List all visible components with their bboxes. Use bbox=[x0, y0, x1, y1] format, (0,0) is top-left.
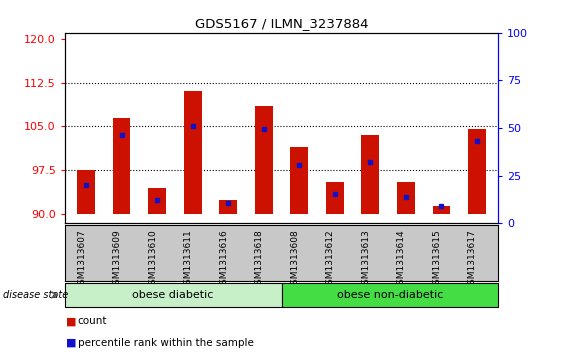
Text: ■: ■ bbox=[66, 316, 77, 326]
Text: percentile rank within the sample: percentile rank within the sample bbox=[78, 338, 253, 348]
Bar bbox=[113, 118, 131, 215]
Bar bbox=[326, 182, 343, 215]
Text: GSM1313618: GSM1313618 bbox=[254, 229, 263, 290]
Text: GSM1313614: GSM1313614 bbox=[397, 229, 406, 290]
Text: GSM1313610: GSM1313610 bbox=[148, 229, 157, 290]
Text: count: count bbox=[78, 316, 107, 326]
Bar bbox=[468, 130, 486, 215]
Bar bbox=[65, 283, 282, 307]
Text: GSM1313612: GSM1313612 bbox=[326, 229, 335, 290]
Text: GSM1313616: GSM1313616 bbox=[219, 229, 228, 290]
Bar bbox=[255, 106, 272, 215]
Text: ■: ■ bbox=[66, 338, 77, 348]
Bar bbox=[220, 200, 237, 215]
Text: GSM1313611: GSM1313611 bbox=[184, 229, 193, 290]
Text: obese non-diabetic: obese non-diabetic bbox=[337, 290, 443, 300]
Bar bbox=[77, 171, 95, 215]
Text: GSM1313615: GSM1313615 bbox=[432, 229, 441, 290]
Bar bbox=[184, 91, 202, 215]
Bar bbox=[432, 206, 450, 215]
Text: GSM1313613: GSM1313613 bbox=[361, 229, 370, 290]
Title: GDS5167 / ILMN_3237884: GDS5167 / ILMN_3237884 bbox=[195, 17, 368, 30]
Text: GSM1313617: GSM1313617 bbox=[468, 229, 477, 290]
Text: obese diabetic: obese diabetic bbox=[132, 290, 214, 300]
Bar bbox=[148, 188, 166, 215]
Bar bbox=[397, 182, 415, 215]
Bar bbox=[282, 283, 498, 307]
Text: GSM1313608: GSM1313608 bbox=[291, 229, 300, 290]
Text: GSM1313609: GSM1313609 bbox=[113, 229, 122, 290]
Bar bbox=[291, 147, 308, 215]
Text: GSM1313607: GSM1313607 bbox=[77, 229, 86, 290]
Bar bbox=[361, 135, 379, 215]
Text: disease state: disease state bbox=[3, 290, 68, 300]
